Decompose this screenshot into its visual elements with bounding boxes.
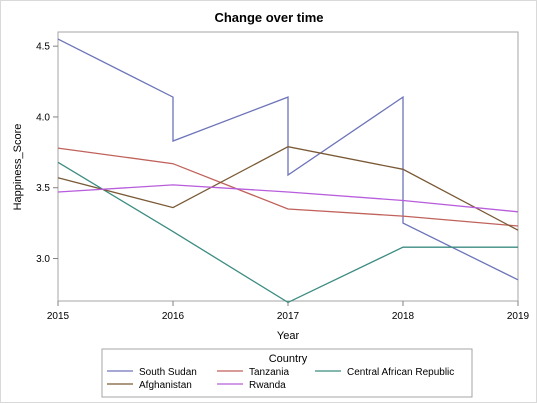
y-tick-label: 3.5 (36, 183, 50, 194)
legend-label-afghanistan: Afghanistan (139, 380, 192, 391)
series-line-tanzania (57, 147, 519, 227)
series-lines (57, 38, 519, 304)
x-tick-label: 2015 (47, 311, 70, 322)
x-tick-label: 2017 (277, 311, 300, 322)
series-line-south-sudan (57, 38, 519, 281)
legend-box (101, 348, 473, 398)
legend-label-central-african-republic: Central African Republic (347, 367, 454, 378)
series-line-rwanda (57, 184, 519, 213)
x-tick-label: 2016 (162, 311, 185, 322)
legend-entries: South Sudan Tanzania Central African Repub… (107, 367, 454, 391)
y-tick-label: 4.5 (36, 42, 50, 53)
x-tick-label: 2019 (507, 311, 530, 322)
y-tick-label: 4.0 (36, 112, 50, 123)
legend-title: Country (269, 353, 308, 365)
x-axis: 2015 2016 2017 2018 2019 (47, 301, 530, 322)
y-axis: 3.0 3.5 4.0 4.5 (36, 42, 58, 265)
series-line-central-african-republic (57, 161, 518, 304)
x-tick-label: 2018 (392, 311, 415, 322)
y-tick-label: 3.0 (36, 254, 50, 265)
x-axis-label: Year (277, 330, 300, 342)
legend-label-tanzania: Tanzania (249, 367, 289, 378)
chart-title: Change over time (214, 10, 323, 25)
legend-label-rwanda: Rwanda (249, 380, 286, 391)
series-line-afghanistan (57, 146, 519, 231)
legend: Country South Sudan Tanzania Central Afric… (101, 348, 473, 398)
legend-label-south-sudan: South Sudan (139, 367, 197, 378)
y-axis-label: Happiness_Score (12, 124, 24, 211)
